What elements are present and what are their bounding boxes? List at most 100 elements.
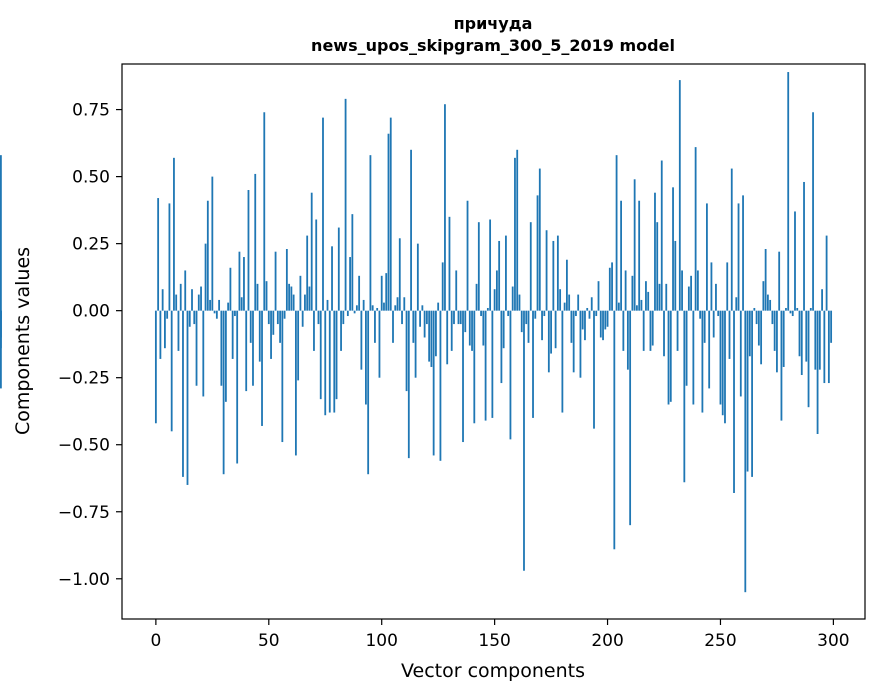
bar-87 [351,214,354,311]
bar-92 [362,299,365,311]
bar-53 [274,251,277,311]
bar-8 [173,157,175,311]
bar-201 [608,267,611,311]
y-axis-ticks: −1.00 −0.75 −0.50 −0.25 0.00 0.25 0.50 0.75 [58,101,122,590]
bar-137 [464,310,467,333]
bar-6 [168,203,171,311]
bar-253 [726,262,729,311]
bar-123 [432,310,435,456]
bar-251 [721,310,724,416]
bar-279 [785,307,787,311]
bar-291 [812,112,814,311]
bar-150 [493,289,496,311]
bar-11 [179,283,182,311]
bar-221 [654,192,656,311]
bar-175 [550,310,552,354]
bar-64 [299,275,302,311]
bar-147 [486,307,489,311]
bar-45 [256,283,259,311]
bar-240 [696,270,699,311]
bar-119 [423,310,426,338]
bar-5 [166,310,169,319]
bar-177 [554,310,557,349]
bar-138 [466,200,469,311]
bar-9 [175,294,178,311]
bar-233 [681,270,683,311]
bar-69 [310,192,313,311]
chart-title-line-1: причуда [454,14,533,33]
bar-40 [245,310,248,392]
bar-166 [529,222,532,311]
bar-77 [328,310,331,413]
bar-25 [211,176,214,311]
bar-205 [617,302,620,311]
bar-131 [450,310,453,351]
bar-136 [462,310,464,443]
bar-141 [473,310,476,424]
bar-280 [787,72,790,311]
bar-93 [364,310,367,405]
bar-48 [263,112,266,311]
bar-54 [276,310,279,325]
bar-155 [505,235,507,311]
bar-284 [796,307,799,311]
bar-84 [344,98,347,311]
bar-118 [421,305,424,311]
y-axis-label: Components values [12,247,34,435]
bar-74 [322,117,324,311]
bar-292 [814,310,817,370]
bar-193 [590,297,593,311]
bar-267 [757,310,760,346]
x-tick-label: 100 [365,631,397,651]
x-tick-label: 150 [478,631,510,651]
bar-187 [577,294,580,311]
bar-126 [439,310,442,461]
bar-159 [514,157,516,311]
bar-76 [326,299,329,311]
bar-158 [511,286,514,311]
bar-230 [674,240,677,311]
y-tick-label: −0.75 [58,503,110,523]
bar-264 [751,310,753,477]
bar-117 [419,310,422,327]
bar-143 [477,222,480,311]
bar-282 [791,310,794,317]
bar-38 [240,297,243,311]
bar-184 [570,310,573,343]
bar-152 [498,240,501,311]
bar-181 [563,302,566,311]
bar-234 [683,310,686,483]
bar-189 [581,310,584,330]
bar-163 [523,310,525,571]
bar-287 [803,181,805,311]
bar-125 [437,302,440,311]
bar-20 [200,286,202,311]
bar-219 [649,310,652,351]
bar-268 [760,310,763,365]
bar-207 [622,310,625,351]
bar-101 [383,302,385,311]
bar-197 [599,310,602,338]
bar-206 [620,200,623,311]
bar-79 [333,310,336,413]
bar-34 [231,310,234,359]
bar-245 [708,310,711,389]
bar-62 [294,310,297,456]
bar-88 [353,310,356,314]
bar-67 [306,235,309,311]
bar-124 [435,310,437,357]
bar-285 [798,310,801,357]
bar-161 [518,294,521,311]
bar-146 [484,310,487,421]
y-tick-label: 0.00 [72,302,110,322]
bar-46 [258,310,261,362]
bar-269 [762,281,765,311]
bar-220 [651,310,654,346]
bar-73 [319,310,322,400]
bar-294 [818,310,821,370]
bar-75 [324,310,327,416]
bar-13 [184,270,187,311]
bar-289 [807,310,810,408]
bar-133 [455,270,458,311]
bar-196 [597,281,600,311]
